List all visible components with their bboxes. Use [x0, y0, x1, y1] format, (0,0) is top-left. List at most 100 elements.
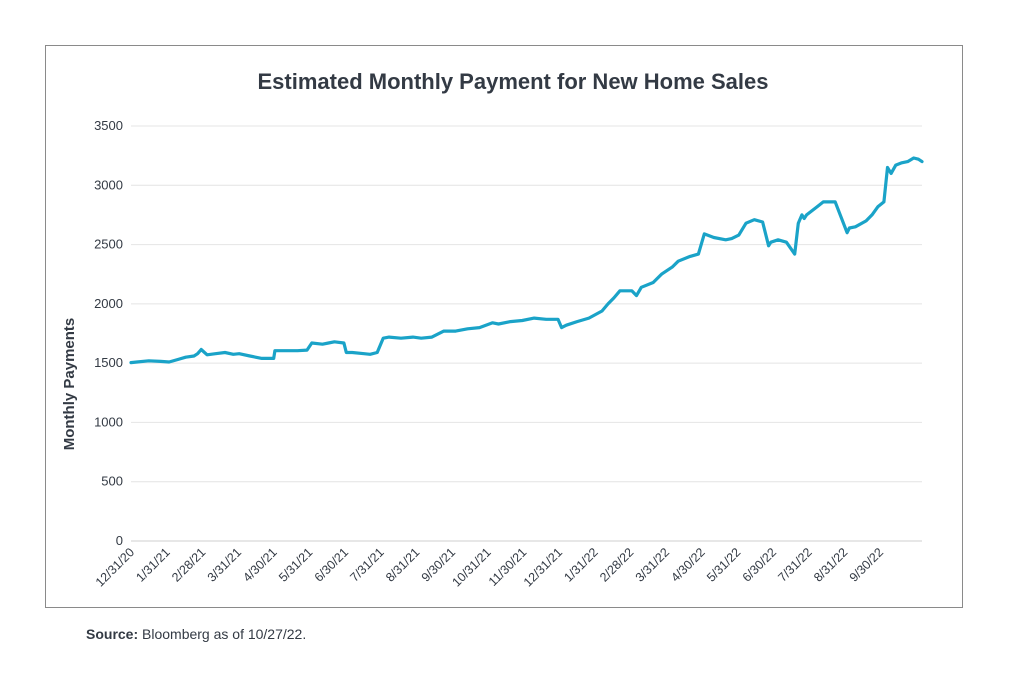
data-point — [214, 352, 217, 355]
data-point — [411, 335, 415, 339]
series-line — [129, 156, 924, 365]
data-point — [351, 351, 354, 354]
data-point — [556, 318, 560, 321]
data-point — [260, 357, 263, 360]
x-tick-label: 2/28/22 — [597, 545, 636, 584]
data-point — [753, 218, 756, 221]
data-point — [712, 236, 715, 239]
data-point — [368, 353, 372, 356]
data-point — [273, 349, 277, 352]
data-point — [660, 273, 663, 276]
data-point — [618, 289, 622, 292]
data-point — [635, 294, 638, 297]
data-point — [854, 225, 857, 228]
data-point — [797, 222, 800, 225]
data-point — [920, 160, 924, 163]
data-point — [196, 352, 199, 355]
data-point — [176, 358, 179, 361]
data-point — [785, 241, 788, 244]
data-point — [671, 265, 674, 269]
data-point — [497, 322, 500, 326]
data-point — [376, 351, 379, 354]
y-tick-label: 2000 — [94, 296, 123, 311]
x-tick-label: 2/28/21 — [169, 545, 208, 584]
data-point — [848, 226, 851, 230]
data-point — [147, 359, 150, 362]
data-point — [612, 296, 616, 300]
data-point — [192, 354, 196, 358]
data-point — [327, 341, 330, 345]
data-point — [606, 302, 610, 306]
data-point — [420, 337, 423, 340]
x-tick-label: 7/31/22 — [775, 545, 814, 584]
data-point — [816, 205, 819, 208]
data-point — [200, 348, 203, 351]
x-tick-label: 7/31/21 — [347, 545, 386, 584]
data-point — [521, 319, 524, 322]
data-point — [382, 337, 385, 340]
x-tick-label: 8/31/21 — [383, 545, 422, 584]
data-point — [478, 326, 481, 329]
y-axis-label: Monthly Payments — [61, 318, 78, 451]
data-point — [737, 233, 740, 237]
x-tick-label: 3/31/21 — [205, 545, 244, 584]
data-point — [822, 200, 825, 204]
x-tick-label: 10/31/21 — [449, 545, 493, 589]
x-tick-label: 8/31/22 — [811, 545, 850, 584]
y-tick-label: 1500 — [94, 355, 123, 370]
data-point — [882, 200, 886, 204]
x-tick-label: 3/31/22 — [633, 545, 672, 584]
data-point — [805, 213, 808, 217]
data-point — [917, 158, 920, 161]
data-point — [442, 329, 445, 333]
data-point — [205, 353, 209, 356]
data-point — [640, 286, 643, 289]
data-point — [870, 213, 874, 217]
data-point — [575, 320, 579, 323]
data-point — [730, 237, 733, 240]
chart-frame: Estimated Monthly Payment for New Home S… — [45, 45, 963, 608]
data-point — [834, 200, 837, 204]
data-point — [342, 341, 346, 345]
data-point — [305, 348, 309, 352]
data-point — [248, 354, 252, 358]
data-point — [876, 205, 880, 208]
data-point — [724, 238, 727, 241]
data-point — [454, 329, 457, 333]
source-note: Source: Bloomberg as of 10/27/22. — [86, 626, 306, 642]
y-tick-label: 500 — [101, 474, 123, 489]
data-point — [310, 341, 313, 345]
data-point — [889, 172, 893, 175]
data-point — [399, 337, 403, 340]
data-point — [776, 238, 780, 241]
x-tick-label: 6/30/22 — [740, 545, 779, 584]
data-point — [864, 219, 868, 223]
data-point — [769, 241, 773, 244]
y-tick-label: 1000 — [94, 414, 123, 429]
x-tick-label: 5/31/22 — [704, 545, 743, 584]
data-point — [272, 357, 275, 360]
data-point — [793, 252, 796, 256]
y-tick-label: 3500 — [94, 118, 123, 133]
data-point — [886, 166, 889, 169]
data-point — [509, 320, 512, 323]
data-point — [703, 232, 706, 236]
data-point — [688, 255, 692, 258]
data-point — [184, 356, 187, 359]
data-point — [430, 335, 434, 339]
y-tick-label: 2500 — [94, 237, 123, 252]
data-point — [238, 352, 241, 355]
data-point — [565, 324, 568, 327]
data-point — [333, 340, 336, 343]
data-point — [544, 318, 548, 321]
data-point — [894, 163, 897, 167]
data-point — [296, 349, 299, 352]
data-point — [167, 360, 171, 364]
data-point — [800, 213, 804, 217]
data-point — [697, 252, 700, 256]
data-point — [129, 361, 133, 364]
data-point — [232, 353, 235, 356]
data-point — [321, 343, 324, 346]
x-tick-label: 1/31/22 — [561, 545, 600, 584]
x-tick-label: 9/30/22 — [847, 545, 886, 584]
